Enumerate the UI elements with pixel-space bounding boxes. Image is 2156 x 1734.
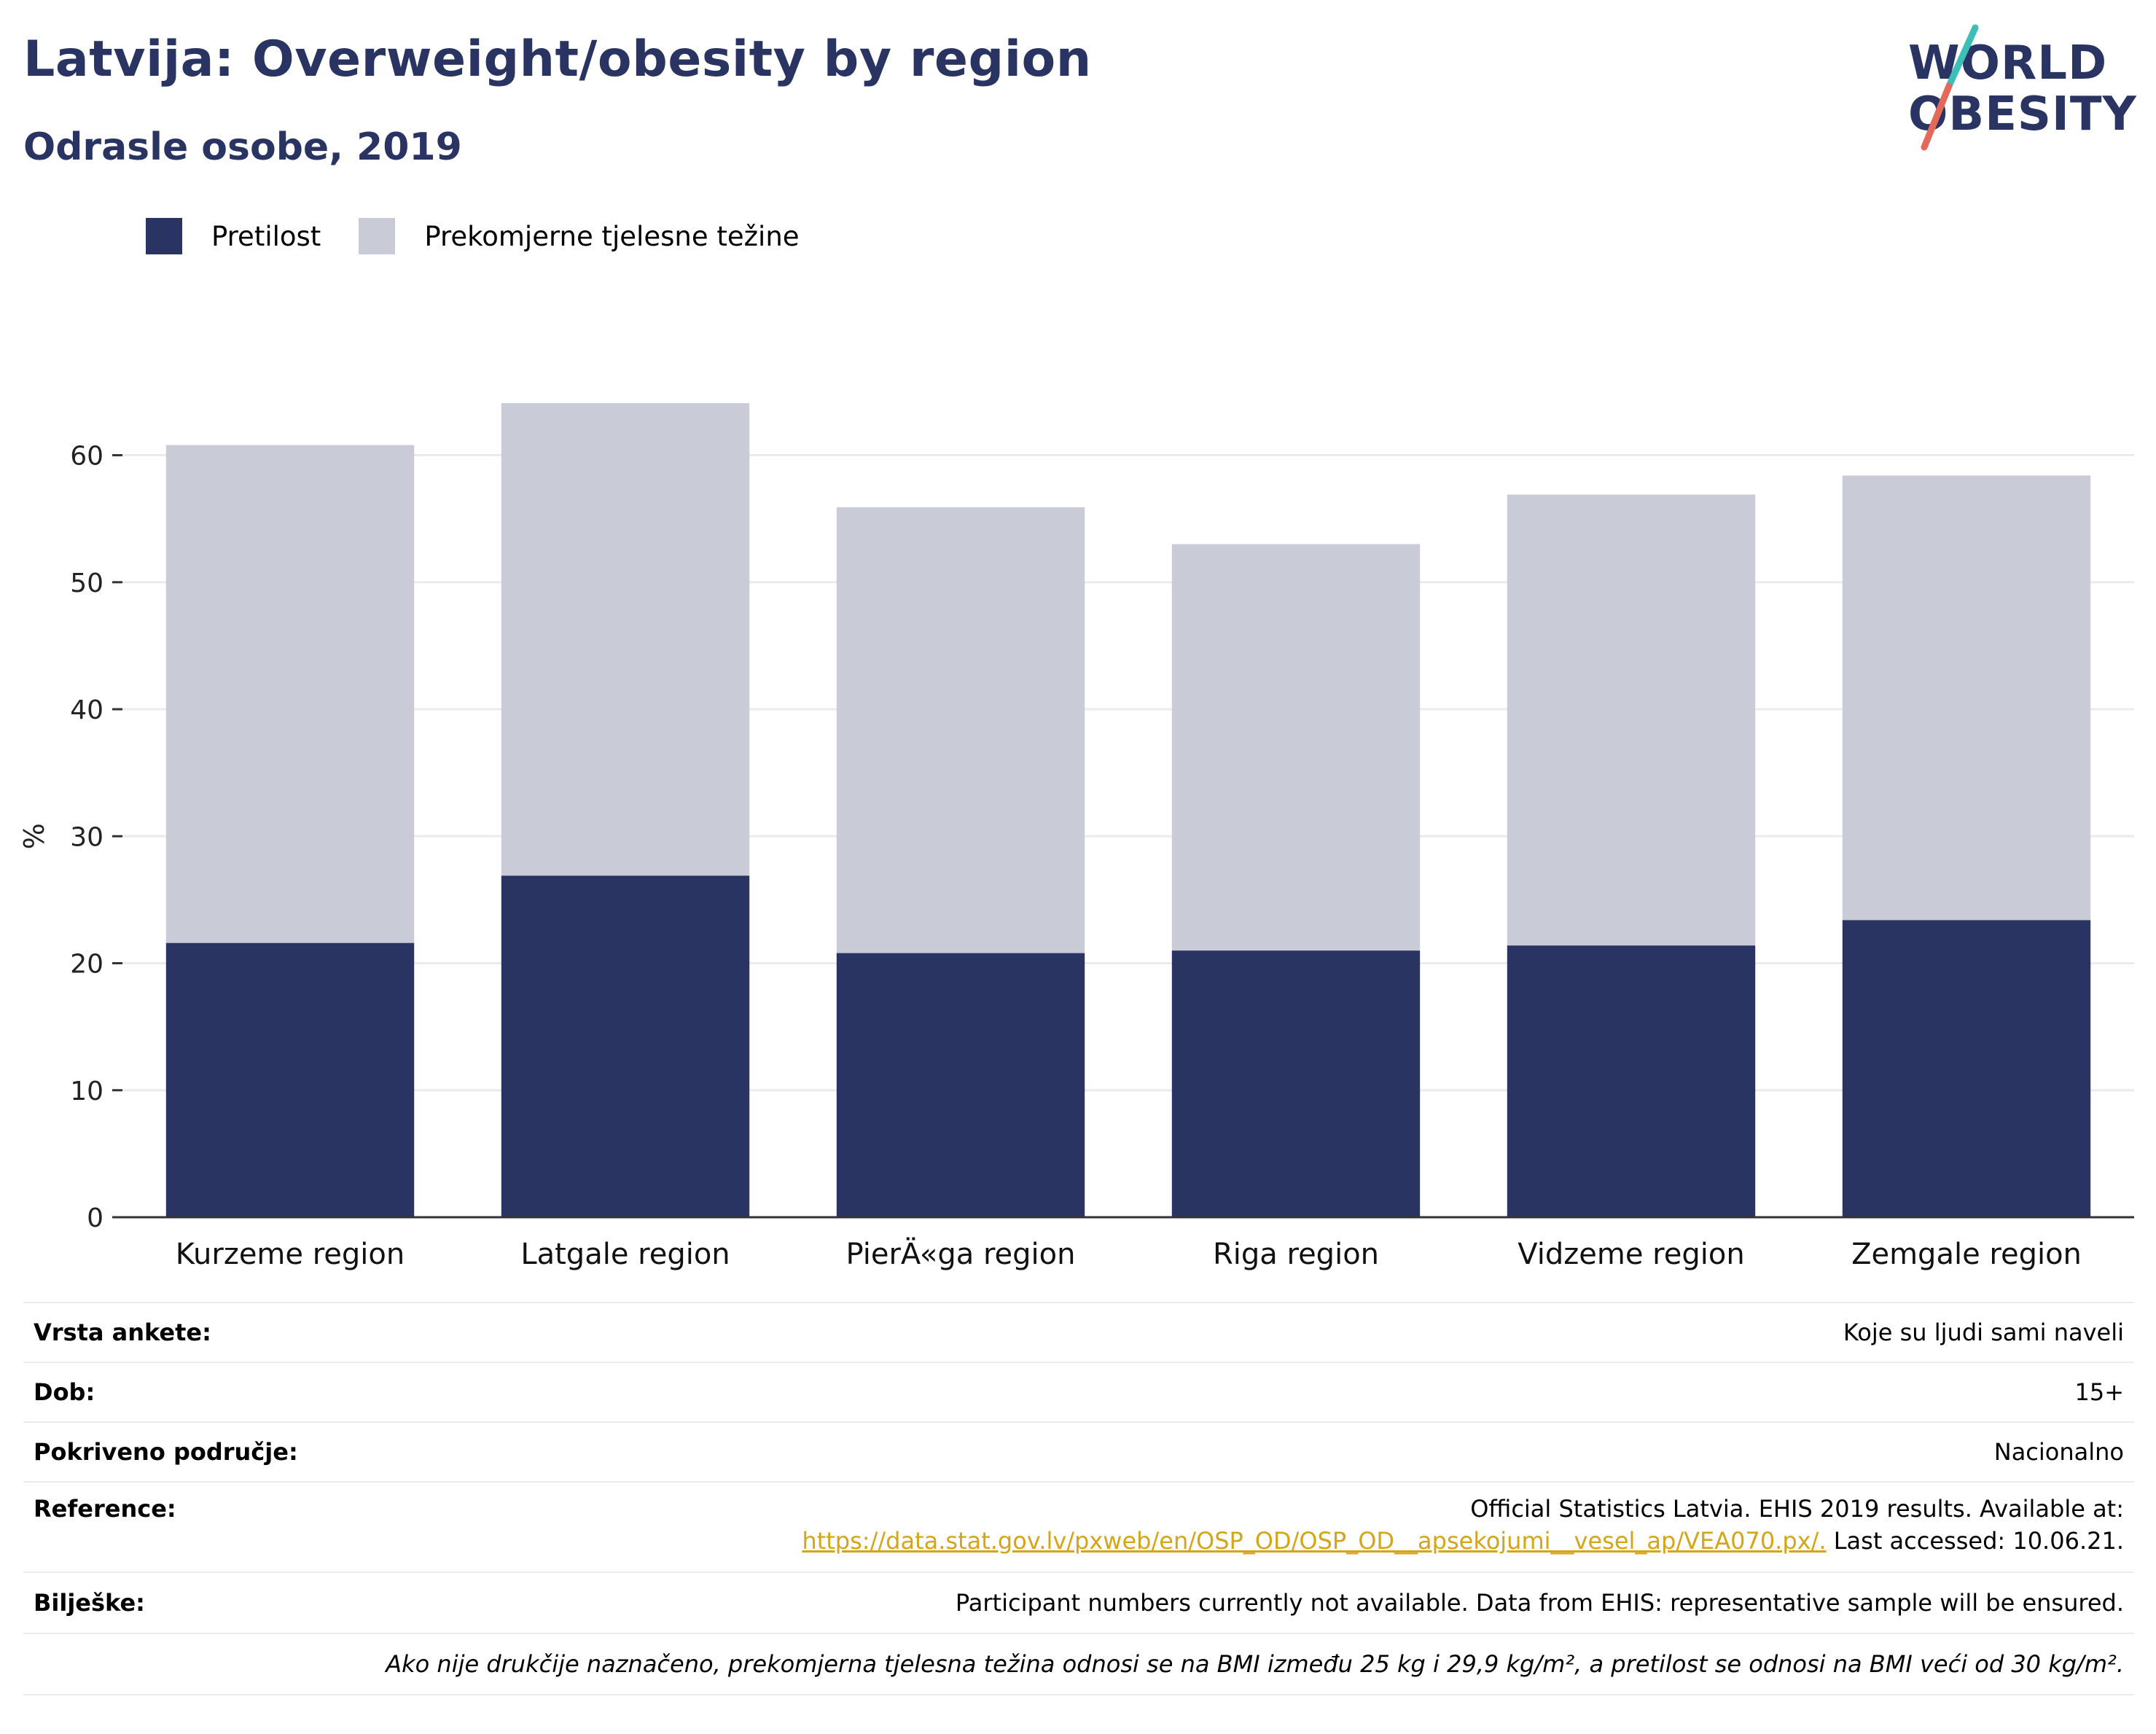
reference-label: Reference: (34, 1495, 176, 1523)
meta-row-definition: Ako nije drukčije naznačeno, prekomjerna… (23, 1633, 2134, 1695)
chart-title: Latvija: Overweight/obesity by region (23, 31, 1092, 88)
logo-line-1: WORLD (1908, 36, 2108, 90)
bar-obesity-0 (165, 942, 415, 1217)
legend-item-obesity[interactable]: Pretilost (146, 218, 321, 254)
age-value: 15+ (2074, 1378, 2124, 1406)
y-tick-label: 40 (70, 695, 103, 725)
bar-overweight-4 (1507, 494, 1756, 946)
y-tick-label: 30 (70, 822, 103, 852)
y-tick-label: 10 (70, 1077, 103, 1106)
definition-note: Ako nije drukčije naznačeno, prekomjerna… (386, 1650, 2124, 1678)
bar-overweight-2 (836, 507, 1085, 953)
bar-obesity-3 (1171, 950, 1421, 1217)
bar-obesity-1 (501, 875, 750, 1217)
x-tick-label: PierÄ«ga region (846, 1236, 1076, 1271)
y-tick-label: 50 (70, 569, 103, 598)
world-obesity-logo: WORLD OBESITY (1895, 22, 2143, 153)
x-tick-label: Vidzeme region (1518, 1238, 1744, 1271)
bar-overweight-3 (1171, 544, 1421, 951)
bar-obesity-5 (1842, 920, 2091, 1217)
meta-row-age: Dob: 15+ (23, 1362, 2134, 1421)
coverage-label: Pokriveno područje: (34, 1438, 298, 1466)
bar-obesity-4 (1507, 945, 1756, 1217)
meta-row-survey-type: Vrsta ankete: Koje su ljudi sami naveli (23, 1302, 2134, 1362)
y-tick-label: 20 (70, 950, 103, 980)
chart-subtitle: Odrasle osobe, 2019 (23, 125, 462, 169)
x-tick-label: Riga region (1213, 1238, 1379, 1271)
meta-row-reference: Reference: Official Statistics Latvia. E… (23, 1481, 2134, 1571)
bar-obesity-2 (836, 953, 1085, 1217)
y-axis-title: % (18, 823, 50, 849)
bar-overweight-1 (501, 403, 750, 876)
reference-text: Official Statistics Latvia. EHIS 2019 re… (1470, 1495, 2124, 1523)
reference-link[interactable]: https://data.stat.gov.lv/pxweb/en/OSP_OD… (802, 1527, 1827, 1555)
x-tick-label: Latgale region (520, 1238, 730, 1271)
logo-slash-icon (1921, 24, 1979, 151)
reference-accessed: Last accessed: 10.06.21. (1826, 1527, 2124, 1555)
age-label: Dob: (34, 1378, 95, 1406)
survey-type-value: Koje su ljudi sami naveli (1843, 1319, 2124, 1346)
legend-label-overweight: Prekomjerne tjelesne težine (424, 220, 800, 252)
legend-item-overweight[interactable]: Prekomjerne tjelesne težine (359, 218, 800, 254)
metadata-table: Vrsta ankete: Koje su ljudi sami naveli … (23, 1302, 2134, 1695)
bar-overweight-5 (1842, 475, 2091, 921)
stacked-bar-chart: 0 10 20 30 40 50 60% Kurzeme region Latgale regi… (18, 403, 2134, 1271)
notes-value: Participant numbers currently not availa… (955, 1589, 2124, 1617)
y-tick-label: 0 (87, 1203, 103, 1233)
x-tick-label: Zemgale region (1851, 1238, 2082, 1271)
coverage-value: Nacionalno (1993, 1438, 2124, 1466)
x-tick-label: Kurzeme region (176, 1238, 405, 1271)
legend-swatch-overweight (359, 218, 396, 254)
survey-type-label: Vrsta ankete: (34, 1319, 211, 1346)
meta-row-notes: Bilješke: Participant numbers currently … (23, 1571, 2134, 1633)
legend-label-obesity: Pretilost (211, 220, 321, 252)
reference-value: Official Statistics Latvia. EHIS 2019 re… (802, 1493, 2134, 1557)
chart-legend: Pretilost Prekomjerne tjelesne težine (146, 216, 837, 257)
y-tick-label: 60 (70, 442, 103, 472)
notes-label: Bilješke: (34, 1589, 145, 1617)
legend-swatch-obesity (146, 218, 182, 254)
meta-row-coverage: Pokriveno područje: Nacionalno (23, 1421, 2134, 1481)
bar-overweight-0 (165, 445, 415, 943)
